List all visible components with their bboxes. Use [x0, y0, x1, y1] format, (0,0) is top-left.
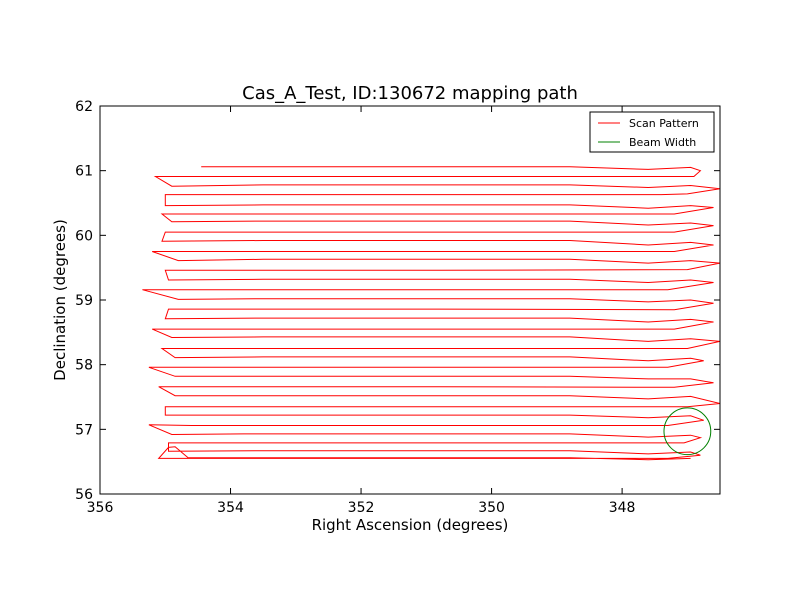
x-tick-label: 350	[478, 500, 505, 516]
x-tick-label: 352	[348, 500, 375, 516]
y-axis-label: Declination (degrees)	[51, 219, 69, 381]
legend-entry-scan-pattern: Scan Pattern	[629, 117, 699, 130]
y-tick-label: 61	[75, 164, 93, 180]
chart-title: Cas_A_Test, ID:130672 mapping path	[242, 83, 578, 104]
y-tick-label: 62	[75, 99, 93, 115]
y-tick-label: 56	[75, 487, 93, 503]
x-tick-label: 354	[217, 500, 244, 516]
legend-box	[589, 111, 715, 153]
legend: Scan Pattern Beam Width	[589, 111, 715, 153]
scan-pattern-line	[142, 166, 720, 461]
y-tick-label: 60	[75, 228, 93, 244]
x-tick-label: 348	[609, 500, 636, 516]
beam-width-circle	[663, 407, 712, 456]
x-tick-label: 356	[87, 500, 114, 516]
legend-entry-beam-width: Beam Width	[629, 136, 696, 149]
x-axis-label: Right Ascension (degrees)	[312, 516, 509, 534]
axis-ticks: 356 354 352 350 348 56 57 58 59 60 61 62	[75, 99, 720, 516]
y-tick-label: 58	[75, 358, 93, 374]
y-tick-label: 57	[75, 422, 93, 438]
series-layer	[142, 166, 720, 461]
y-tick-label: 59	[75, 293, 93, 309]
